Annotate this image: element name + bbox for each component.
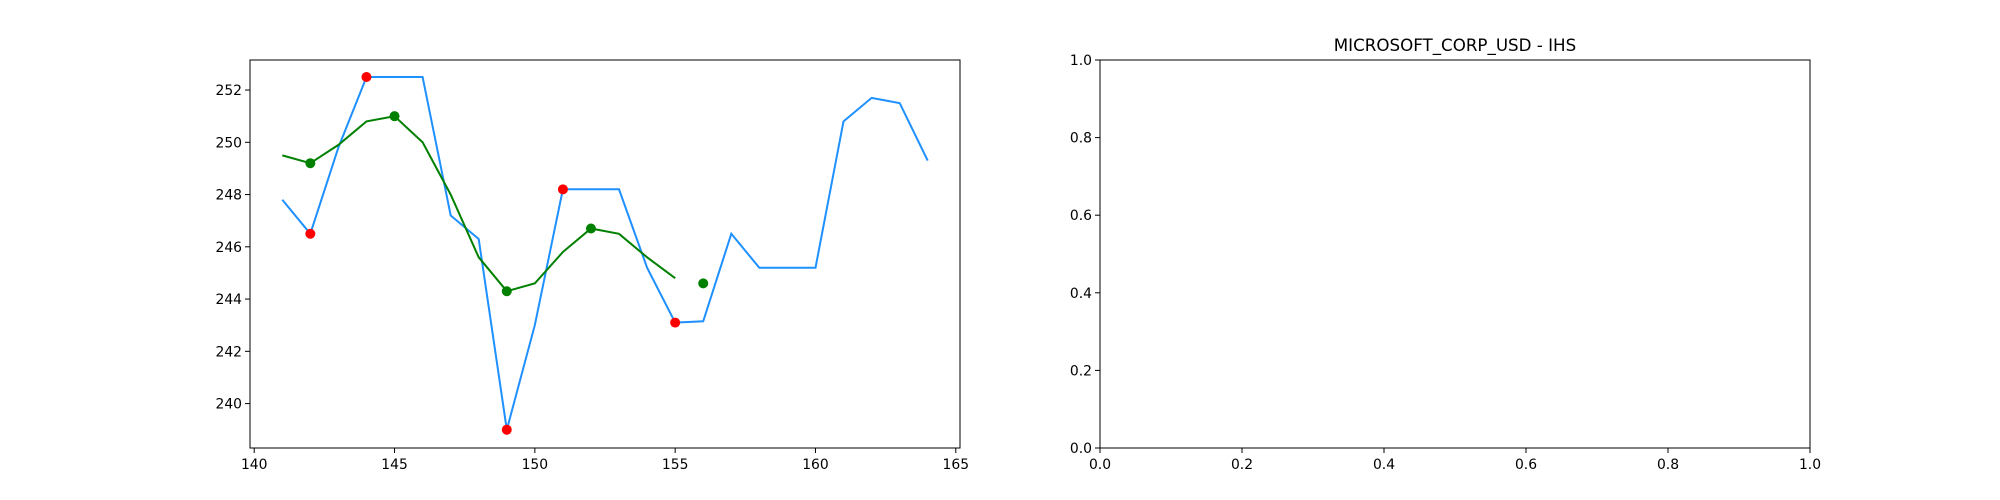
x-tick-label: 155: [662, 457, 689, 473]
y-tick-label: 242: [215, 344, 242, 360]
y-tick-label: 248: [215, 188, 242, 204]
data-point: [361, 71, 372, 82]
price-chart-ticks: 140 145 150 155 160 165 240 242 244 246 248 250 252: [215, 83, 969, 473]
y-tick-label: 244: [215, 292, 242, 308]
data-point: [585, 223, 596, 234]
x-tick-label: 165: [943, 457, 970, 473]
y-tick-label: 240: [215, 397, 242, 413]
data-point: [305, 228, 316, 239]
series-line: [281, 76, 929, 430]
y-tick-label: 0.2: [1070, 363, 1092, 379]
x-tick-label: 0.4: [1373, 457, 1395, 473]
data-point: [389, 111, 400, 122]
price-chart-frame: [249, 59, 961, 449]
y-tick-label: 0.8: [1070, 131, 1092, 147]
ihs-chart-title: MICROSOFT_CORP_USD - IHS: [1334, 35, 1576, 56]
x-tick-label: 0.6: [1515, 457, 1537, 473]
y-tick-label: 0.4: [1070, 286, 1092, 302]
x-tick-label: 0.0: [1089, 457, 1111, 473]
ihs-chart-ticks: 0.0 0.2 0.4 0.6 0.8 1.0 0.0 0.2 0.4 0.6 0.8 1.0: [1070, 53, 1821, 473]
y-tick-label: 0.0: [1070, 441, 1092, 457]
ihs-chart-frame: [1099, 59, 1811, 449]
y-tick-label: 1.0: [1070, 53, 1092, 69]
y-tick-label: 0.6: [1070, 208, 1092, 224]
x-tick-label: 0.2: [1231, 457, 1253, 473]
x-tick-label: 1.0: [1799, 457, 1821, 473]
x-tick-label: 140: [241, 457, 268, 473]
data-point: [305, 158, 316, 169]
x-tick-label: 145: [381, 457, 408, 473]
price-chart: 140 145 150 155 160 165 240 242 244 246 248 250 252: [215, 59, 969, 473]
x-tick-label: 150: [522, 457, 549, 473]
data-point: [501, 286, 512, 297]
data-point: [501, 424, 512, 435]
data-point: [670, 317, 681, 328]
y-tick-label: 246: [215, 240, 242, 256]
x-tick-label: 0.8: [1657, 457, 1679, 473]
series-line: [282, 115, 676, 293]
x-tick-label: 160: [802, 457, 829, 473]
data-point: [557, 184, 568, 195]
ihs-chart: MICROSOFT_CORP_USD - IHS 0.0 0.2 0.4 0.6 0.8…: [1070, 35, 1821, 473]
y-tick-label: 252: [215, 83, 242, 99]
y-tick-label: 250: [215, 135, 242, 151]
data-point: [698, 278, 709, 289]
price-chart-plot: [281, 71, 929, 435]
